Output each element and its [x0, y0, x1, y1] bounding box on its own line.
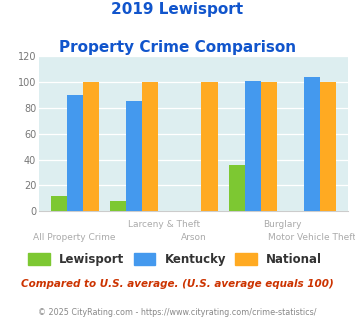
Text: Burglary: Burglary: [263, 220, 302, 229]
Text: Larceny & Theft: Larceny & Theft: [128, 220, 200, 229]
Text: All Property Crime: All Property Crime: [33, 233, 116, 242]
Bar: [202, 82, 218, 211]
Bar: [245, 81, 261, 211]
Bar: [126, 101, 142, 211]
Bar: [67, 95, 83, 211]
Text: © 2025 CityRating.com - https://www.cityrating.com/crime-statistics/: © 2025 CityRating.com - https://www.city…: [38, 308, 317, 316]
Text: Compared to U.S. average. (U.S. average equals 100): Compared to U.S. average. (U.S. average …: [21, 279, 334, 289]
Bar: [229, 165, 245, 211]
Bar: [51, 196, 67, 211]
Bar: [320, 82, 336, 211]
Text: Motor Vehicle Theft: Motor Vehicle Theft: [268, 233, 355, 242]
Legend: Lewisport, Kentucky, National: Lewisport, Kentucky, National: [24, 248, 327, 271]
Bar: [142, 82, 158, 211]
Bar: [110, 201, 126, 211]
Text: Arson: Arson: [181, 233, 206, 242]
Text: 2019 Lewisport: 2019 Lewisport: [111, 2, 244, 16]
Bar: [83, 82, 99, 211]
Bar: [304, 77, 320, 211]
Text: Property Crime Comparison: Property Crime Comparison: [59, 40, 296, 54]
Bar: [261, 82, 277, 211]
